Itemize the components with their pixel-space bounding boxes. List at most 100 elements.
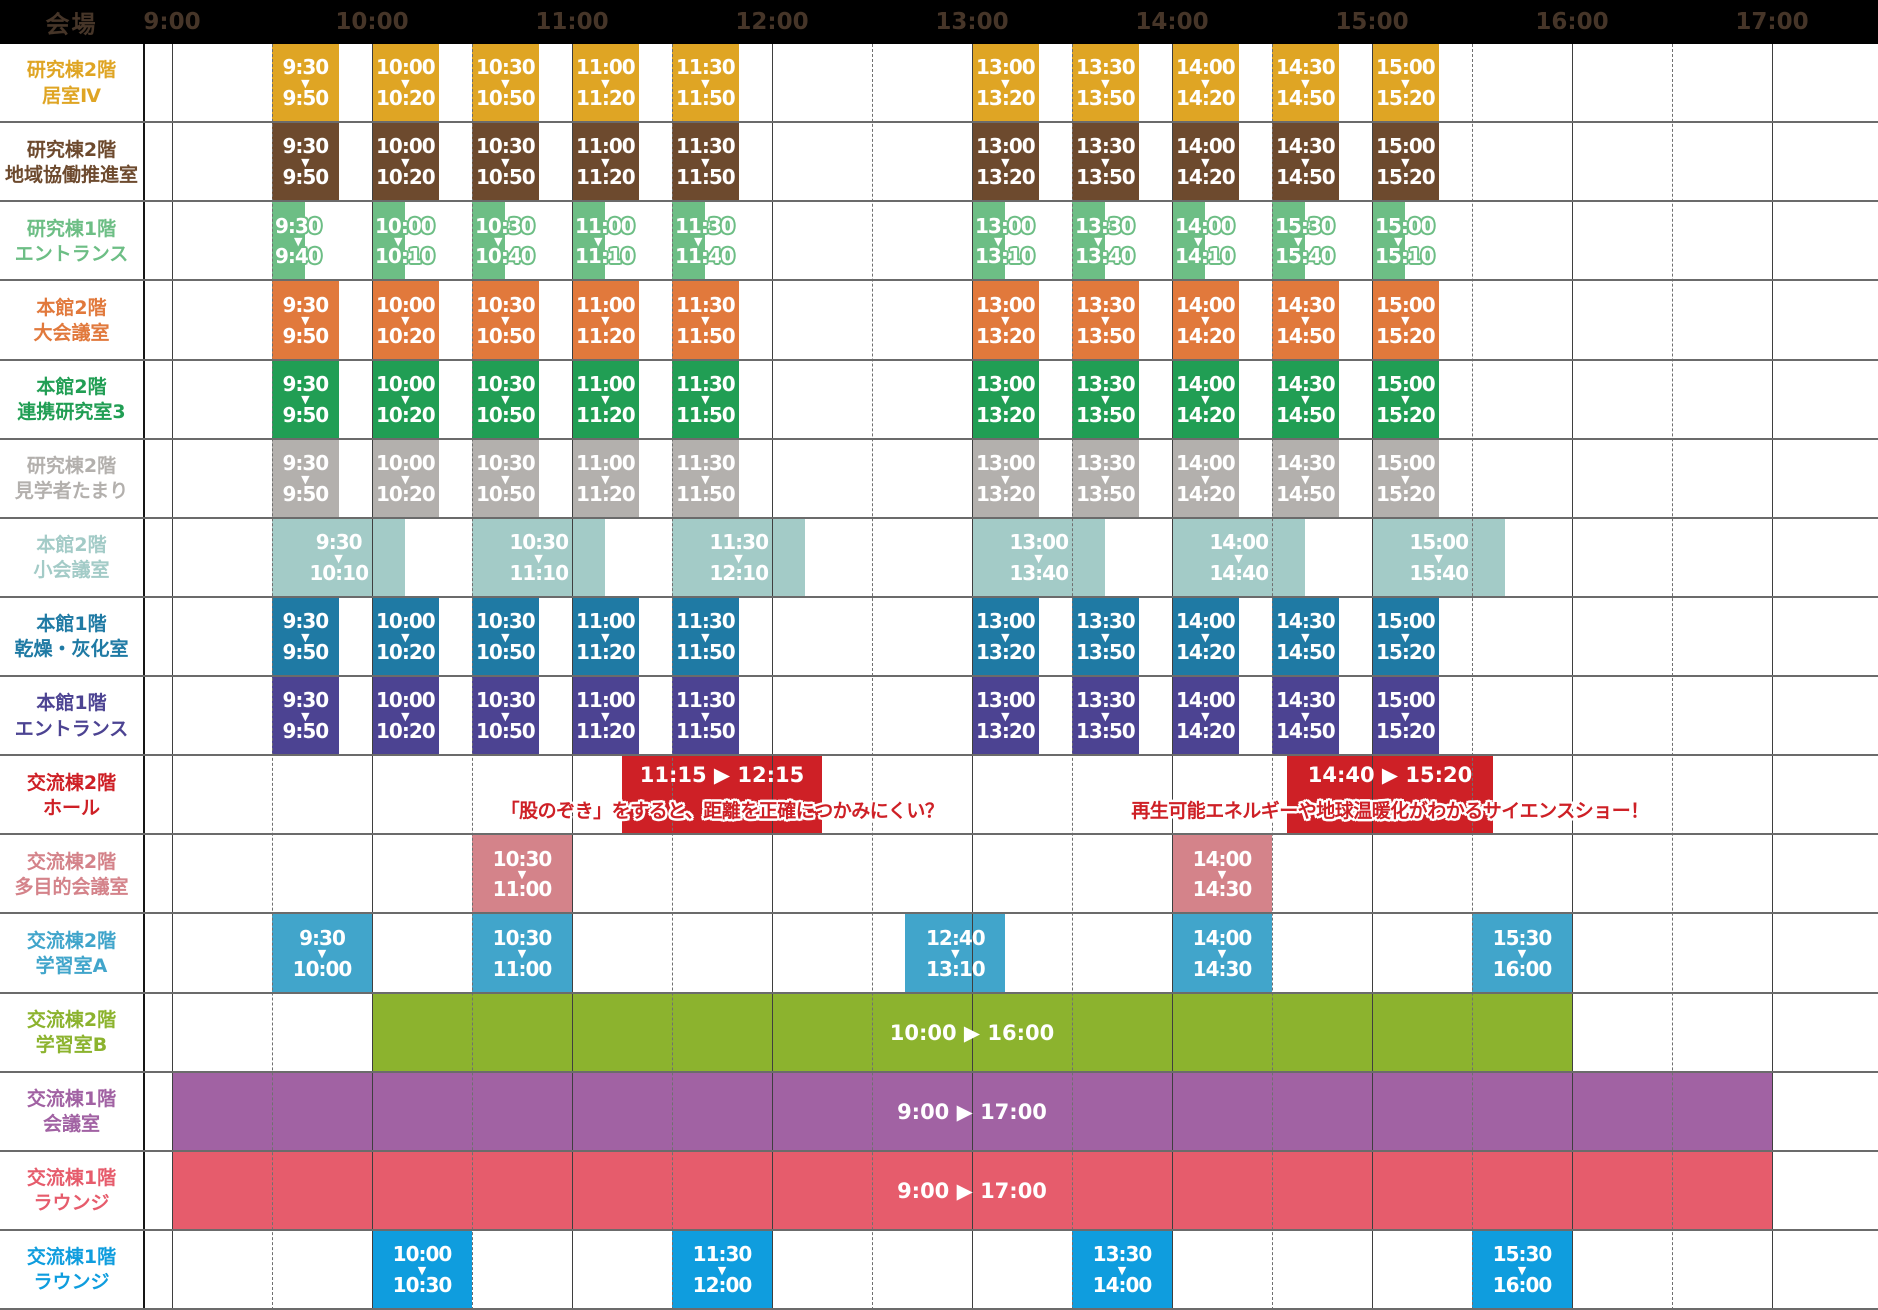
arrow-down-icon: ▼ — [501, 630, 510, 644]
end-time: 10:20 — [375, 86, 436, 111]
end-time: 11:20 — [575, 86, 636, 111]
end-time: 13:50 — [1075, 402, 1136, 427]
start-time: 9:30 — [282, 609, 329, 634]
session-block — [1372, 44, 1439, 124]
venue-name-line: 研究棟2階 — [26, 455, 117, 478]
venue-name-line: エントランス — [14, 717, 129, 740]
session-time-label: 14:00 ▼ 14:30 — [1172, 835, 1272, 914]
start-time: 10:00 — [392, 1242, 453, 1267]
session-time-label: 15:00 ▼ 15:20 — [1372, 440, 1439, 519]
arrow-down-icon: ▼ — [1101, 314, 1110, 328]
session-block — [272, 677, 339, 757]
arrow-down-icon: ▼ — [601, 630, 610, 644]
session-time-label: 14:00 ▼ 14:20 — [1172, 44, 1239, 123]
session-time-label: 13:30 ▼ 13:50 — [1072, 44, 1139, 123]
start-time: 15:30 — [1275, 213, 1335, 238]
start-time: 14:30 — [1275, 292, 1336, 317]
start-time: 10:00 — [375, 292, 436, 317]
end-time: 14:50 — [1275, 640, 1336, 665]
venue-name-line: 交流棟2階 — [26, 771, 117, 794]
venue-name-line: 本館1階 — [36, 613, 107, 636]
session-time-label: 10:30 ▼ 10:50 — [472, 598, 539, 677]
end-time: 14:20 — [1175, 165, 1236, 190]
end-time: 14:00 — [1092, 1273, 1153, 1298]
arrow-down-icon: ▼ — [1201, 314, 1210, 328]
session-time-label: 10:00 ▼ 10:20 — [372, 361, 439, 440]
start-time: 11:00 — [575, 450, 636, 475]
session-block — [572, 123, 639, 203]
session-block — [272, 202, 306, 282]
arrow-down-icon: ▼ — [517, 868, 527, 882]
venue-name-line: 交流棟2階 — [26, 1008, 117, 1031]
row-separator-line — [0, 121, 1878, 124]
venue-label: 交流棟2階 学習室A — [0, 914, 143, 993]
session-time-label: 15:00 ▼ 15:20 — [1372, 598, 1439, 677]
start-time: 9:30 — [282, 688, 329, 713]
session-time-label: 11:00 ▼ 11:20 — [572, 440, 639, 519]
session-block — [672, 518, 806, 598]
start-time: 11:30 — [709, 530, 769, 555]
end-time: 13:50 — [1075, 719, 1136, 744]
start-time: 11:30 — [675, 55, 736, 80]
start-time: 14:00 — [1175, 55, 1236, 80]
start-time: 14:30 — [1275, 688, 1336, 713]
arrow-down-icon: ▼ — [1194, 235, 1203, 249]
arrow-down-icon: ▼ — [1517, 947, 1527, 961]
session-time-label: 11:00 ▼ 11:20 — [572, 281, 639, 360]
session-block — [472, 914, 572, 994]
start-time: 10:00 — [375, 55, 436, 80]
arrow-down-icon: ▼ — [501, 472, 510, 486]
arrow-down-icon: ▼ — [1301, 393, 1310, 407]
end-time: 13:40 — [1009, 560, 1069, 585]
start-time: 13:00 — [1009, 530, 1069, 555]
start-time: 10:30 — [492, 846, 553, 871]
end-time: 14:20 — [1175, 86, 1236, 111]
start-time: 14:00 — [1175, 134, 1236, 159]
venue-name-line: 地域協働推進室 — [4, 163, 138, 186]
event-subtitle: 再生可能エネルギーや地球温暖化がわかるサイエンスショー！ — [1131, 800, 1649, 823]
session-block — [972, 439, 1039, 519]
venue-name-line: 会議室 — [42, 1113, 100, 1136]
session-time-label: 10:30 ▼ 11:00 — [472, 835, 572, 914]
end-time: 14:20 — [1175, 481, 1236, 506]
session-time-label: 13:30 ▼ 13:50 — [1072, 677, 1139, 756]
session-time-label: 10:30 ▼ 10:50 — [472, 123, 539, 202]
session-time-label: 10:00 ▼ 10:20 — [372, 44, 439, 123]
end-time: 11:10 — [509, 560, 569, 585]
session-time-label: 14:00 ▼ 14:10 — [1175, 202, 1275, 281]
end-time: 9:40 — [275, 244, 322, 269]
session-block — [1172, 202, 1206, 282]
arrow-down-icon: ▼ — [1401, 630, 1410, 644]
arrow-down-icon: ▼ — [301, 314, 310, 328]
arrow-down-icon: ▼ — [1101, 472, 1110, 486]
session-time-label: 14:00 ▼ 14:20 — [1172, 598, 1239, 677]
arrow-down-icon: ▼ — [1301, 709, 1310, 723]
hour-label: 9:00 — [143, 9, 201, 35]
end-time: 10:20 — [375, 481, 436, 506]
session-time-label: 11:30 ▼ 11:50 — [672, 598, 739, 677]
session-block — [272, 360, 339, 440]
session-time-label: 10:30 ▼ 11:10 — [472, 519, 605, 598]
session-time-label: 11:30 ▼ 11:40 — [675, 202, 775, 281]
hour-label: 17:00 — [1735, 9, 1809, 35]
end-time: 15:20 — [1375, 323, 1436, 348]
start-time: 14:00 — [1209, 530, 1269, 555]
start-time: 9:30 — [315, 530, 363, 555]
arrow-down-icon: ▼ — [1401, 472, 1410, 486]
arrow-down-icon: ▼ — [601, 472, 610, 486]
session-block — [972, 360, 1039, 440]
end-time: 10:20 — [375, 719, 436, 744]
arrow-down-icon: ▼ — [1234, 551, 1243, 565]
session-time-label: 10:30 ▼ 10:40 — [475, 202, 575, 281]
all-day-bar-label: 9:00 ▶ 17:00 — [897, 1100, 1047, 1125]
venue-name-line: 本館2階 — [36, 534, 107, 557]
arrow-down-icon: ▼ — [534, 551, 543, 565]
start-time: 9:30 — [275, 213, 322, 238]
arrow-down-icon: ▼ — [701, 630, 710, 644]
start-time: 11:30 — [675, 688, 736, 713]
venue-label: 交流棟1階 会議室 — [0, 1073, 143, 1152]
session-time-label: 13:00 ▼ 13:10 — [975, 202, 1075, 281]
venue-name-line: 研究棟2階 — [26, 59, 117, 82]
arrow-down-icon: ▼ — [1001, 76, 1010, 90]
grid-half-hour-line — [1272, 44, 1273, 1310]
